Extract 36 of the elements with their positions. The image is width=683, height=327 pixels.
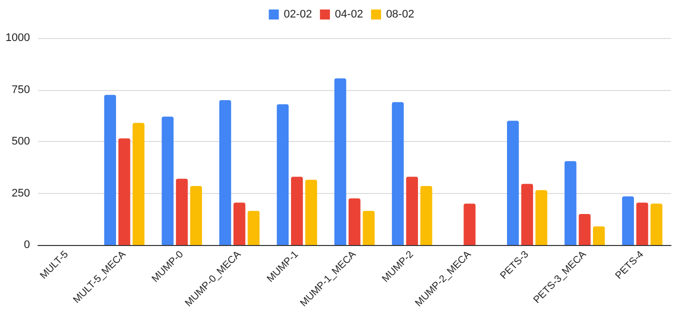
bar <box>291 176 303 245</box>
bar <box>219 100 232 245</box>
legend-label: 08-02 <box>386 8 414 20</box>
legend-label: 04-02 <box>334 8 364 20</box>
bar <box>564 161 576 245</box>
bar <box>305 180 318 245</box>
bar <box>622 196 634 245</box>
bar <box>464 204 476 245</box>
bar <box>162 116 174 245</box>
bar <box>233 202 246 245</box>
y-tick-label: 750 <box>12 84 30 96</box>
y-tick-label: 250 <box>12 187 30 200</box>
bar <box>650 204 662 245</box>
bar <box>176 178 188 245</box>
bar <box>535 190 548 245</box>
bar <box>636 202 648 245</box>
y-tick-label: 0 <box>24 239 30 251</box>
bar <box>118 138 130 245</box>
bar <box>348 198 360 245</box>
bar <box>132 122 144 245</box>
bar <box>406 176 418 245</box>
bar <box>362 210 375 245</box>
bar <box>506 120 519 245</box>
bar <box>420 186 432 245</box>
bar <box>578 214 591 245</box>
bar <box>521 184 534 245</box>
bar <box>190 186 202 245</box>
bar <box>334 78 346 245</box>
bar <box>592 226 605 245</box>
y-tick-label: 1000 <box>6 32 30 44</box>
bar <box>248 210 260 245</box>
bar <box>104 94 116 245</box>
y-tick-label: 500 <box>12 136 30 148</box>
bar <box>276 104 289 245</box>
legend-label: 02-02 <box>284 8 312 20</box>
bar <box>392 102 404 245</box>
